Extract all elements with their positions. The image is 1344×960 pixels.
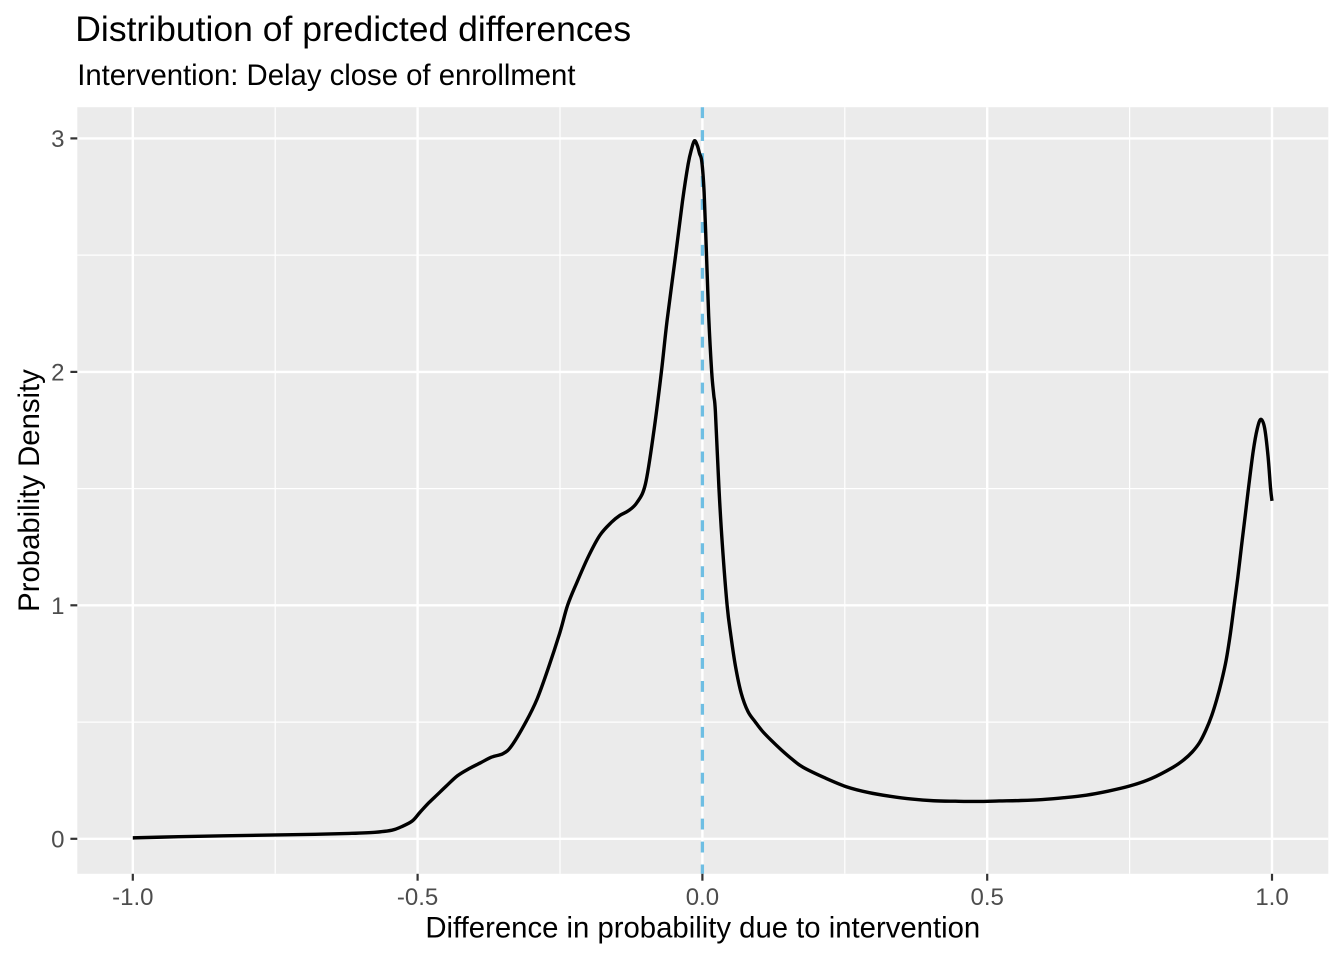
svg-text:Probability Density: Probability Density: [13, 369, 46, 612]
svg-text:2: 2: [51, 360, 64, 387]
svg-text:-1.0: -1.0: [112, 884, 153, 911]
svg-text:Intervention: Delay close of e: Intervention: Delay close of enrollment: [77, 59, 575, 92]
svg-text:0.5: 0.5: [971, 884, 1004, 911]
svg-text:-0.5: -0.5: [397, 884, 438, 911]
svg-text:0.0: 0.0: [686, 884, 719, 911]
svg-text:1: 1: [51, 593, 64, 620]
svg-text:1.0: 1.0: [1255, 884, 1288, 911]
svg-text:0: 0: [51, 826, 64, 853]
svg-text:3: 3: [51, 126, 64, 153]
svg-text:Difference in probability due: Difference in probability due to interve…: [425, 911, 980, 944]
svg-text:Distribution of predicted diff: Distribution of predicted differences: [75, 9, 631, 49]
